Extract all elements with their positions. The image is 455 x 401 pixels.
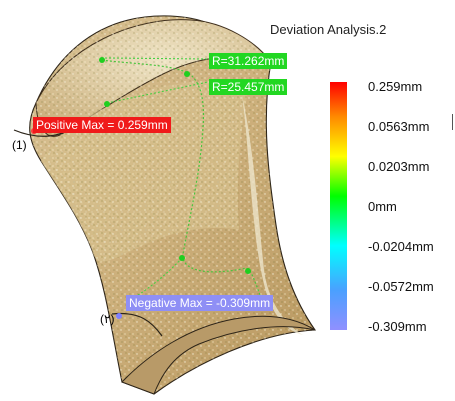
scale-label-5: -0.0572mm — [368, 279, 434, 294]
point-marker-2: (٢) — [100, 312, 115, 326]
radius-top-callout[interactable]: R=31.262mm — [209, 53, 288, 69]
scale-label-4: -0.0204mm — [368, 239, 434, 254]
scale-label-2: 0.0203mm — [368, 159, 430, 174]
point-marker-1: (1) — [12, 138, 27, 152]
scale-label-6: -0.309mm — [368, 319, 427, 334]
deviation-colorbar — [330, 82, 347, 330]
negative-max-callout[interactable]: Negative Max = -0.309mm — [126, 295, 274, 311]
scale-label-3: 0mm — [368, 199, 397, 214]
analysis-title: Deviation Analysis.2 — [270, 22, 387, 37]
radius-bottom-callout[interactable]: R=25.457mm — [209, 79, 288, 95]
scale-label-0: 0.259mm — [368, 79, 423, 94]
positive-max-callout[interactable]: Positive Max = 0.259mm — [33, 117, 171, 133]
edge-tick — [452, 114, 453, 130]
scale-label-1: 0.0563mm — [368, 119, 430, 134]
